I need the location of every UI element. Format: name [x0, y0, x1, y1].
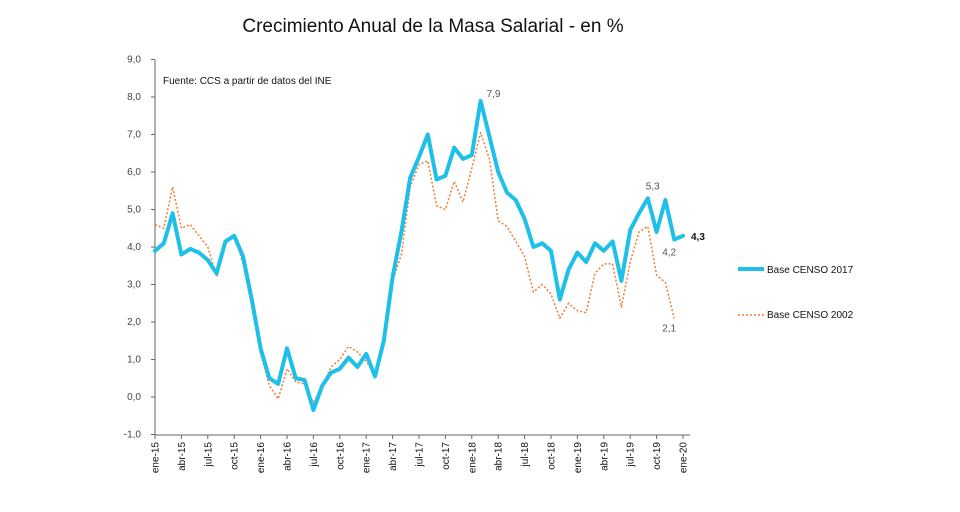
data-label: 5,3 — [646, 181, 660, 192]
data-label: 4,3 — [691, 232, 705, 243]
data-label: 4,2 — [662, 248, 676, 259]
y-tick-label: 0,0 — [127, 392, 141, 403]
x-tick-label: ene-20 — [679, 442, 690, 474]
series-layer — [153, 98, 685, 413]
y-tick-label: 6,0 — [127, 167, 141, 178]
y-tick-label: 4,0 — [127, 242, 141, 253]
series-line-censo-2017 — [153, 98, 685, 413]
x-axis: ene-15 abr-15 jul-15 oct-15 ene-16 abr-16 jul-… — [151, 435, 690, 473]
x-tick-label: ene-15 — [151, 442, 162, 474]
x-tick-label: jul-15 — [203, 442, 214, 468]
chart-title: Crecimiento Anual de la Masa Salarial - … — [242, 16, 624, 37]
y-tick-label: 5,0 — [127, 205, 141, 216]
legend-label-censo-2017: Base CENSO 2017 — [767, 265, 854, 276]
x-tick-label: ene-16 — [256, 442, 267, 474]
x-tick-label: oct-15 — [230, 442, 241, 470]
y-tick-label: -1,0 — [124, 430, 142, 441]
x-tick-label: abr-18 — [494, 442, 505, 471]
x-tick-label: ene-19 — [573, 442, 584, 474]
x-tick-label: oct-17 — [441, 442, 452, 470]
x-tick-label: oct-16 — [335, 442, 346, 470]
x-tick-label: abr-15 — [177, 442, 188, 471]
x-tick-label: oct-18 — [547, 442, 558, 470]
y-axis: -1,0 0,0 1,0 2,0 3,0 4,0 5,0 6,0 7,0 8,0 9,0 — [124, 55, 155, 441]
data-label: 2,1 — [662, 323, 676, 334]
x-tick-label: jul-19 — [626, 442, 637, 468]
x-tick-label: ene-18 — [467, 442, 478, 474]
x-tick-label: jul-16 — [309, 442, 320, 468]
y-tick-label: 1,0 — [127, 355, 141, 366]
x-tick-label: abr-19 — [599, 442, 610, 471]
x-tick-label: abr-16 — [283, 442, 294, 471]
x-tick-label: oct-19 — [652, 442, 663, 470]
y-tick-label: 3,0 — [127, 280, 141, 291]
x-tick-label: jul-17 — [415, 442, 426, 468]
y-tick-label: 8,0 — [127, 92, 141, 103]
data-labels: 7,9 5,3 4,2 4,3 2,1 — [487, 89, 706, 335]
legend: Base CENSO 2017 Base CENSO 2002 — [738, 265, 854, 321]
legend-label-censo-2002: Base CENSO 2002 — [767, 310, 854, 321]
y-tick-label: 7,0 — [127, 130, 141, 141]
source-note: Fuente: CCS a partir de datos del INE — [163, 76, 332, 87]
y-tick-label: 9,0 — [127, 55, 141, 66]
x-tick-label: ene-17 — [362, 442, 373, 474]
data-label: 7,9 — [487, 89, 501, 100]
series-line-censo-2002 — [154, 131, 675, 404]
x-tick-label: abr-17 — [388, 442, 399, 471]
x-tick-label: jul-18 — [520, 442, 531, 468]
y-tick-label: 2,0 — [127, 317, 141, 328]
